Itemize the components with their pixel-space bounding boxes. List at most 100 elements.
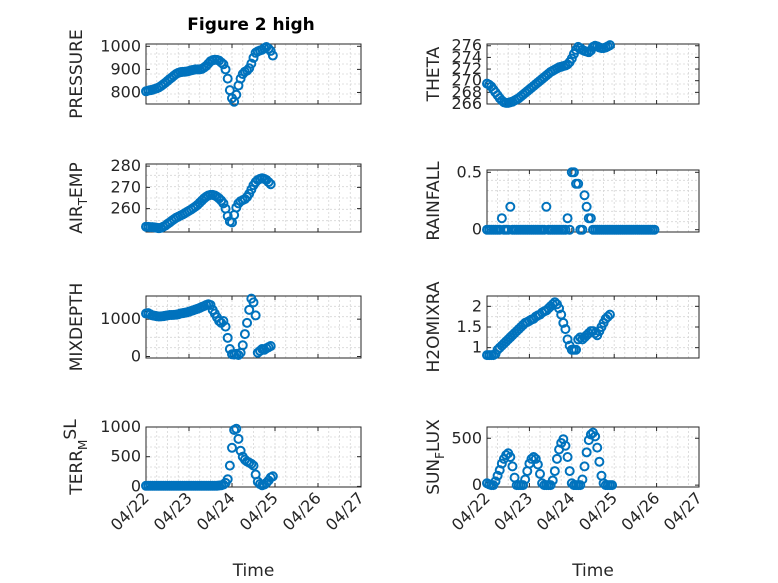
data-point [242,65,253,76]
figure-title: Figure 2 high [187,15,315,35]
y-tick-label: 270 [110,177,141,196]
data-point [604,40,615,51]
data-point [562,213,573,224]
y-axis-label-base: RAINFALL [424,161,444,241]
x-tick-label: 04/27 [322,488,368,534]
y-axis-label-base: MIXDEPTH [67,283,87,372]
data-point [604,309,615,320]
y-tick-label: 1 [472,338,482,357]
y-axis-label-sub: T [76,197,90,206]
panel-rainfall: 0 0.5 RAINFALL [424,161,700,241]
data-point [575,480,586,491]
axes-frame [145,163,362,233]
data-point [235,445,246,456]
data-point [496,458,507,469]
y-tick-label: 0 [131,347,141,366]
y-tick-label: 276 [451,36,482,55]
y-axis-label: PRESSURE [67,29,87,118]
data-point [242,317,253,328]
data-point [246,458,257,469]
data-point [577,474,588,485]
data-point [233,350,244,361]
data-point [564,224,575,235]
data-point [231,89,242,100]
y-tick-label: 274 [451,47,482,66]
data-point [585,213,596,224]
data-point [222,474,233,485]
y-axis-label-base: H2OMIXRA [424,281,444,372]
panel-mixdepth: 0 1000 MIXDEPTH [67,283,362,372]
data-point [541,201,552,212]
data-point [239,329,250,340]
data-point [545,480,556,491]
axes-frame [486,426,700,488]
data-point [220,64,231,75]
data-point [560,324,571,335]
x-tick-label: 04/24 [533,488,579,534]
x-tick-label: 04/26 [617,488,663,534]
data-point [222,332,233,343]
y-axis-label: SUNFLUX [424,419,447,495]
data-point [602,311,613,322]
data-point [490,476,501,487]
y-axis-label-base: PRESSURE [67,29,87,118]
y-tick-label: 2 [472,296,482,315]
y-tick-label: 272 [451,59,482,78]
data-point [566,53,577,64]
data-point [560,224,571,235]
y-tick-label: 1000 [100,417,141,436]
x-tick-label: 04/27 [660,488,706,534]
data-point [265,179,276,190]
data-point [558,317,569,328]
y-axis-label-sub: F [433,452,447,459]
data-point [547,475,558,486]
data-point [263,177,274,188]
data-point [590,431,601,442]
y-tick-label: 0 [472,475,482,494]
x-tick-label: 04/26 [279,488,325,534]
data-point [214,316,225,327]
data-point [267,471,278,482]
data-point [216,57,227,68]
data-point [607,480,618,491]
data-point [562,334,573,345]
data-point [573,334,584,345]
x-tick-label: 04/23 [150,488,196,534]
y-tick-label: 900 [110,59,141,78]
data-point [551,453,562,464]
data-point [564,466,575,477]
data-point [575,332,586,343]
data-point [592,442,603,453]
data-point [535,468,545,479]
x-tick-label: 04/22 [448,488,494,534]
x-axis-label: Time [571,561,614,581]
y-tick-label: 266 [451,94,482,113]
data-point [263,43,274,54]
y-axis-label-rest: EMP [67,162,87,198]
data-point [573,178,584,189]
data-point [496,213,507,224]
y-axis-label: H2OMIXRA [424,281,444,372]
data-point [218,316,229,327]
y-tick-label: 500 [110,447,141,466]
data-point [549,466,560,477]
x-tick-label: 04/25 [575,488,621,534]
data-point [507,461,518,472]
data-point [532,459,543,470]
y-tick-label: 1000 [100,36,141,55]
data-point [577,224,588,235]
y-axis-label: MIXDEPTH [67,283,87,372]
data-point [265,341,276,352]
data-point [560,440,571,451]
y-tick-label: 0.5 [457,162,482,181]
data-point [231,423,242,434]
data-point [233,433,244,444]
y-axis-label-sub: M [76,440,90,450]
data-point [246,58,257,69]
data-point [571,344,582,355]
